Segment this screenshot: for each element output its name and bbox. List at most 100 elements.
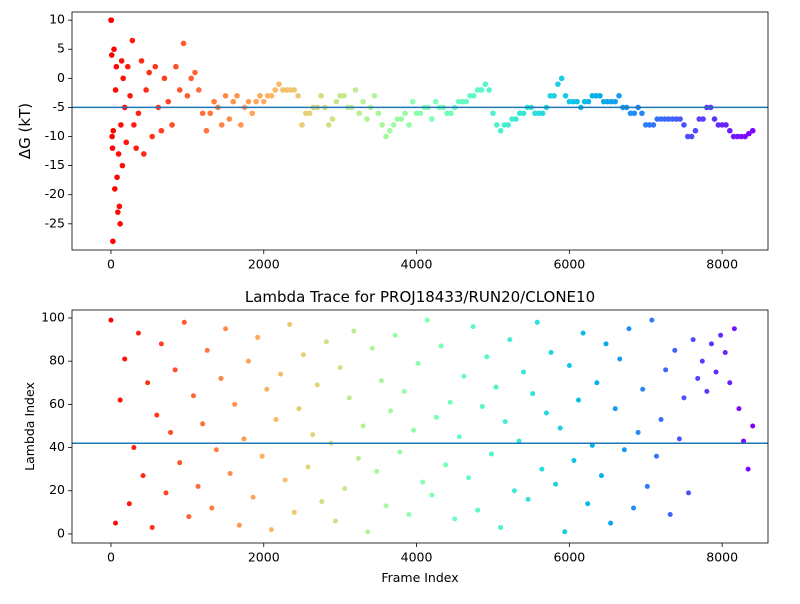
point	[184, 92, 191, 99]
point	[108, 17, 115, 23]
x-tick-label: 8000	[706, 257, 738, 272]
point	[319, 499, 325, 505]
point	[608, 520, 614, 526]
point	[402, 110, 408, 117]
point	[443, 462, 449, 468]
point	[576, 397, 582, 403]
point	[631, 110, 638, 117]
point	[727, 127, 733, 134]
point	[135, 330, 141, 336]
x-tick-label: 8000	[706, 550, 738, 565]
point	[429, 116, 435, 122]
point	[597, 92, 603, 99]
point	[291, 509, 297, 515]
point	[502, 419, 508, 425]
point	[482, 81, 489, 87]
y-axis-label: Lambda Index	[22, 382, 37, 471]
y-tick-label: 100	[41, 309, 65, 324]
point	[594, 380, 600, 386]
point	[165, 98, 172, 105]
plot-area	[72, 317, 768, 535]
point	[452, 516, 458, 522]
point	[234, 92, 240, 99]
point	[562, 529, 568, 535]
point	[268, 92, 275, 99]
axes-frame	[71, 309, 769, 544]
point	[727, 380, 733, 386]
point	[722, 350, 728, 356]
point	[731, 326, 737, 332]
y-tick-label: 5	[57, 41, 65, 56]
y-tick-label: 40	[49, 439, 65, 454]
point	[686, 490, 692, 496]
point	[276, 81, 282, 87]
point	[401, 388, 407, 394]
point	[415, 360, 421, 366]
point	[127, 92, 133, 99]
point	[250, 494, 256, 500]
point	[264, 386, 270, 392]
point	[562, 92, 569, 99]
point	[374, 468, 380, 474]
point	[199, 110, 206, 117]
point	[287, 321, 293, 327]
point	[138, 58, 145, 64]
point	[551, 92, 557, 99]
point	[493, 384, 499, 390]
point	[117, 397, 123, 403]
point	[173, 63, 179, 70]
point	[369, 345, 375, 351]
point	[314, 382, 320, 388]
point	[672, 347, 678, 353]
point	[123, 139, 130, 146]
point	[323, 339, 329, 345]
point	[118, 122, 124, 128]
point	[211, 98, 217, 105]
point	[530, 391, 536, 397]
point	[479, 404, 485, 410]
point	[129, 37, 136, 44]
y-tick-label: -20	[45, 186, 65, 201]
point	[392, 332, 398, 338]
point	[718, 332, 724, 338]
point	[337, 365, 343, 371]
point	[498, 524, 504, 530]
point	[110, 238, 116, 245]
point	[585, 501, 591, 507]
point	[378, 378, 384, 384]
point	[245, 358, 251, 364]
point	[463, 98, 470, 105]
point	[232, 401, 238, 407]
x-tick-label: 4000	[401, 257, 433, 272]
point	[318, 92, 324, 99]
point	[204, 347, 210, 353]
point	[355, 455, 361, 461]
point	[149, 524, 155, 530]
point	[557, 425, 563, 431]
point	[245, 98, 252, 105]
point	[598, 473, 604, 479]
point	[110, 127, 117, 134]
point	[346, 395, 352, 401]
point	[180, 40, 187, 47]
point	[379, 122, 385, 128]
x-tick-label: 0	[107, 257, 115, 272]
point	[478, 87, 485, 93]
point	[310, 432, 316, 438]
point	[553, 481, 559, 487]
point	[704, 388, 710, 394]
point	[161, 75, 168, 82]
point	[433, 414, 439, 420]
point	[749, 127, 756, 134]
point	[388, 408, 394, 414]
point	[257, 92, 263, 99]
point	[371, 92, 378, 99]
point	[516, 438, 522, 444]
point	[117, 221, 123, 227]
point	[111, 46, 117, 53]
point	[742, 133, 748, 140]
point	[470, 324, 476, 330]
y-tick-label: -15	[45, 157, 65, 172]
point	[118, 58, 125, 64]
